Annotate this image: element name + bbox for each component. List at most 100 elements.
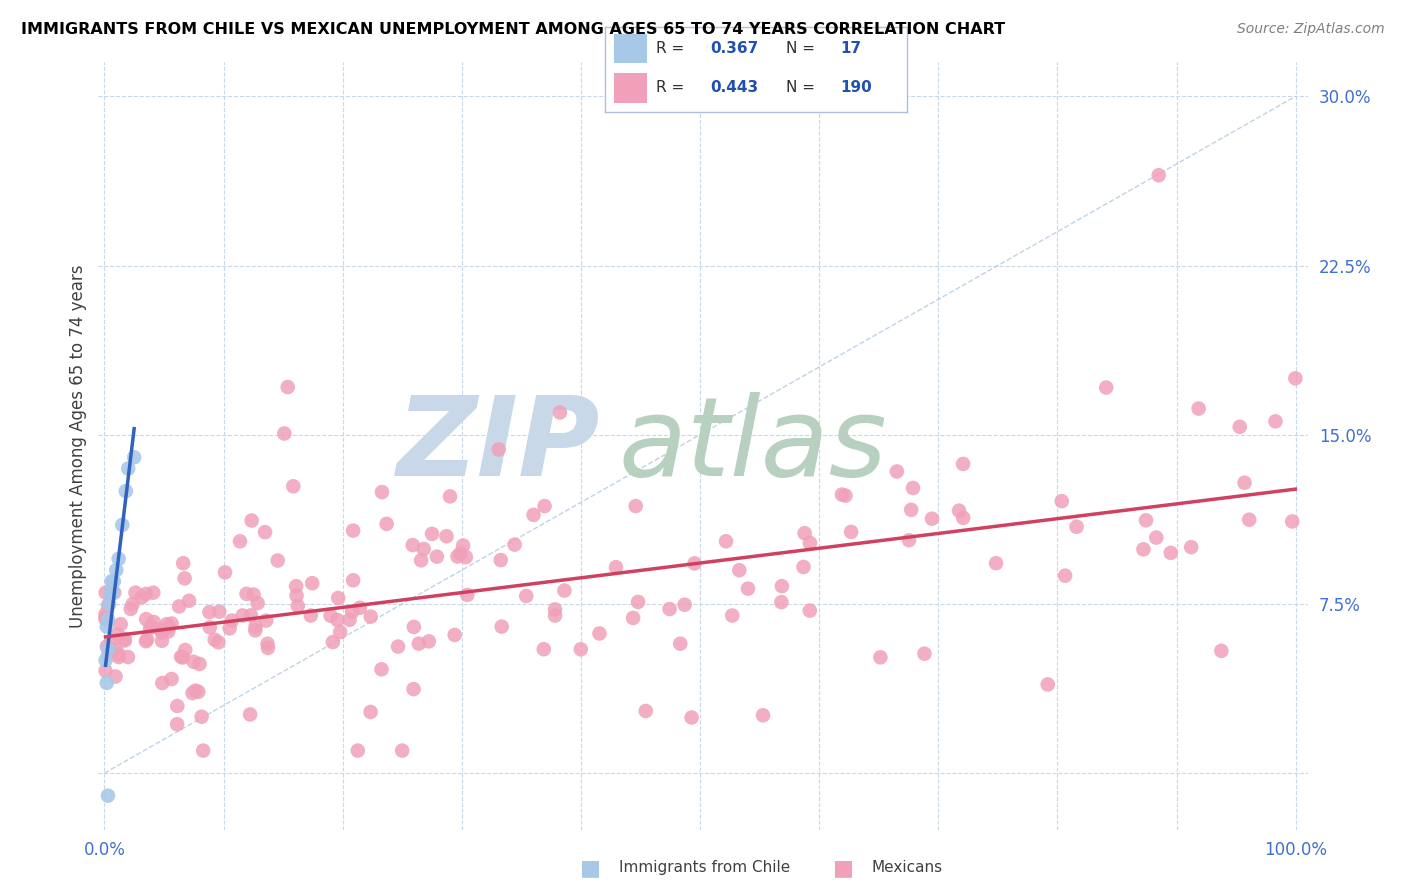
Point [898,533,921,548]
Point [117,650,139,665]
Point [349,600,371,615]
Text: Immigrants from Chile: Immigrants from Chile [619,861,790,875]
Point [107,647,129,661]
Point [172,556,194,570]
Point [436,529,458,543]
Point [299,608,322,623]
Point [402,620,425,634]
Point [1281,515,1303,529]
Point [204,632,226,647]
Point [107,627,129,641]
Point [208,605,231,619]
Point [793,526,815,541]
Point [239,608,262,623]
Point [104,642,127,657]
Text: R =: R = [657,41,689,56]
Point [96,619,118,633]
Point [98,585,121,599]
Point [105,563,128,577]
Point [371,485,394,500]
Point [193,743,215,757]
Point [900,503,922,517]
Point [673,598,696,612]
Point [135,612,157,626]
Text: Source: ZipAtlas.com: Source: ZipAtlas.com [1237,22,1385,37]
Point [104,669,127,683]
Point [94,664,117,678]
Point [156,617,179,632]
Point [257,640,280,655]
Point [533,499,555,513]
Point [120,602,142,616]
Point [97,599,120,613]
Point [342,574,364,588]
Point [131,591,153,605]
Point [391,743,413,757]
Point [569,642,592,657]
Point [714,534,737,549]
Point [737,582,759,596]
Point [172,650,194,665]
Point [489,553,512,567]
Point [214,566,236,580]
Point [160,616,183,631]
Point [240,514,263,528]
Point [167,599,190,614]
Point [157,620,180,634]
Point [360,609,382,624]
Point [1144,531,1167,545]
Point [515,589,537,603]
Point [869,650,891,665]
Point [97,648,120,662]
Point [411,553,433,567]
Point [100,574,122,589]
Point [503,538,526,552]
Point [1229,419,1251,434]
Point [246,596,269,610]
Point [1264,414,1286,428]
Point [329,625,352,640]
Point [408,637,430,651]
Point [328,591,350,605]
Point [456,588,478,602]
Point [100,634,122,648]
Point [96,676,118,690]
Point [605,560,627,574]
Point [544,608,567,623]
Point [188,657,211,671]
Point [103,585,125,599]
Point [124,585,146,599]
Point [94,585,117,599]
Point [1135,513,1157,527]
Point [94,612,117,626]
Point [149,623,172,637]
Point [544,602,567,616]
Point [114,484,136,499]
Point [1237,513,1260,527]
Point [346,743,368,757]
Text: 17: 17 [841,41,862,56]
Point [728,563,751,577]
Text: N =: N = [786,41,820,56]
Point [446,549,468,564]
Point [454,550,477,565]
Point [184,683,207,698]
Point [142,615,165,629]
Point [1132,542,1154,557]
Point [624,499,647,513]
Point [287,599,309,613]
Point [97,613,120,627]
Point [1233,475,1256,490]
Point [170,649,193,664]
Point [522,508,544,522]
Point [142,585,165,599]
Point [831,487,853,501]
Point [1188,401,1211,416]
Point [681,710,703,724]
Point [160,672,183,686]
Text: 0.443: 0.443 [710,80,758,95]
Point [952,457,974,471]
Point [141,619,163,633]
Point [952,511,974,525]
Point [198,620,221,634]
